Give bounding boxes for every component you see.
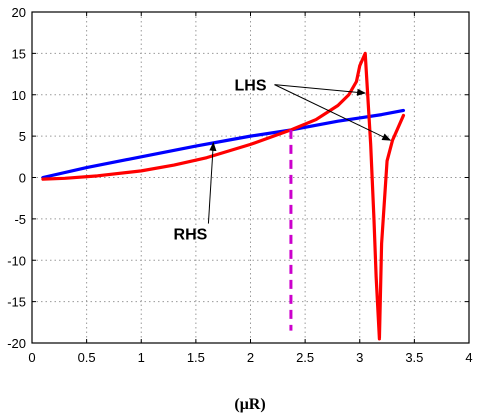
y-tick-label: -5	[14, 212, 26, 227]
series-line-1	[41, 108, 406, 180]
y-tick-label: 10	[12, 88, 26, 103]
annotation-arrow	[274, 84, 392, 141]
y-tick-label: 15	[12, 46, 26, 61]
series-line-2	[41, 51, 406, 341]
series-group	[41, 51, 406, 341]
y-tick-label: -20	[7, 336, 26, 351]
annotations: LHS RHS	[174, 78, 392, 244]
x-tick-label: 1	[138, 350, 145, 365]
y-tick-label: 5	[19, 129, 26, 144]
y-tick-label: -10	[7, 253, 26, 268]
x-tick-label: 1.5	[187, 350, 205, 365]
x-tick-label: 2	[247, 350, 254, 365]
grid-lines	[32, 12, 469, 343]
x-tick-label: 4	[465, 350, 472, 365]
y-tick-label: 20	[12, 5, 26, 20]
x-tick-label: 2.5	[296, 350, 314, 365]
x-tick-label: 0	[28, 350, 35, 365]
y-tick-label: -15	[7, 295, 26, 310]
y-tick-label: 0	[19, 171, 26, 186]
x-tick-label: 3.5	[405, 350, 423, 365]
annotation-rhs: RHS	[174, 227, 208, 244]
x-tick-label: 0.5	[78, 350, 96, 365]
annotation-arrow	[207, 141, 217, 224]
annotation-arrow	[274, 84, 367, 96]
annotation-lhs: LHS	[235, 78, 267, 95]
x-tick-label: 3	[356, 350, 363, 365]
axis-ticks: 0 0.5 1 1.5 2 2.5 3 3.5 4 -20 -15 -10 -5 0 5 10 15 20	[7, 5, 472, 365]
x-axis-label: (μR)	[234, 396, 265, 413]
